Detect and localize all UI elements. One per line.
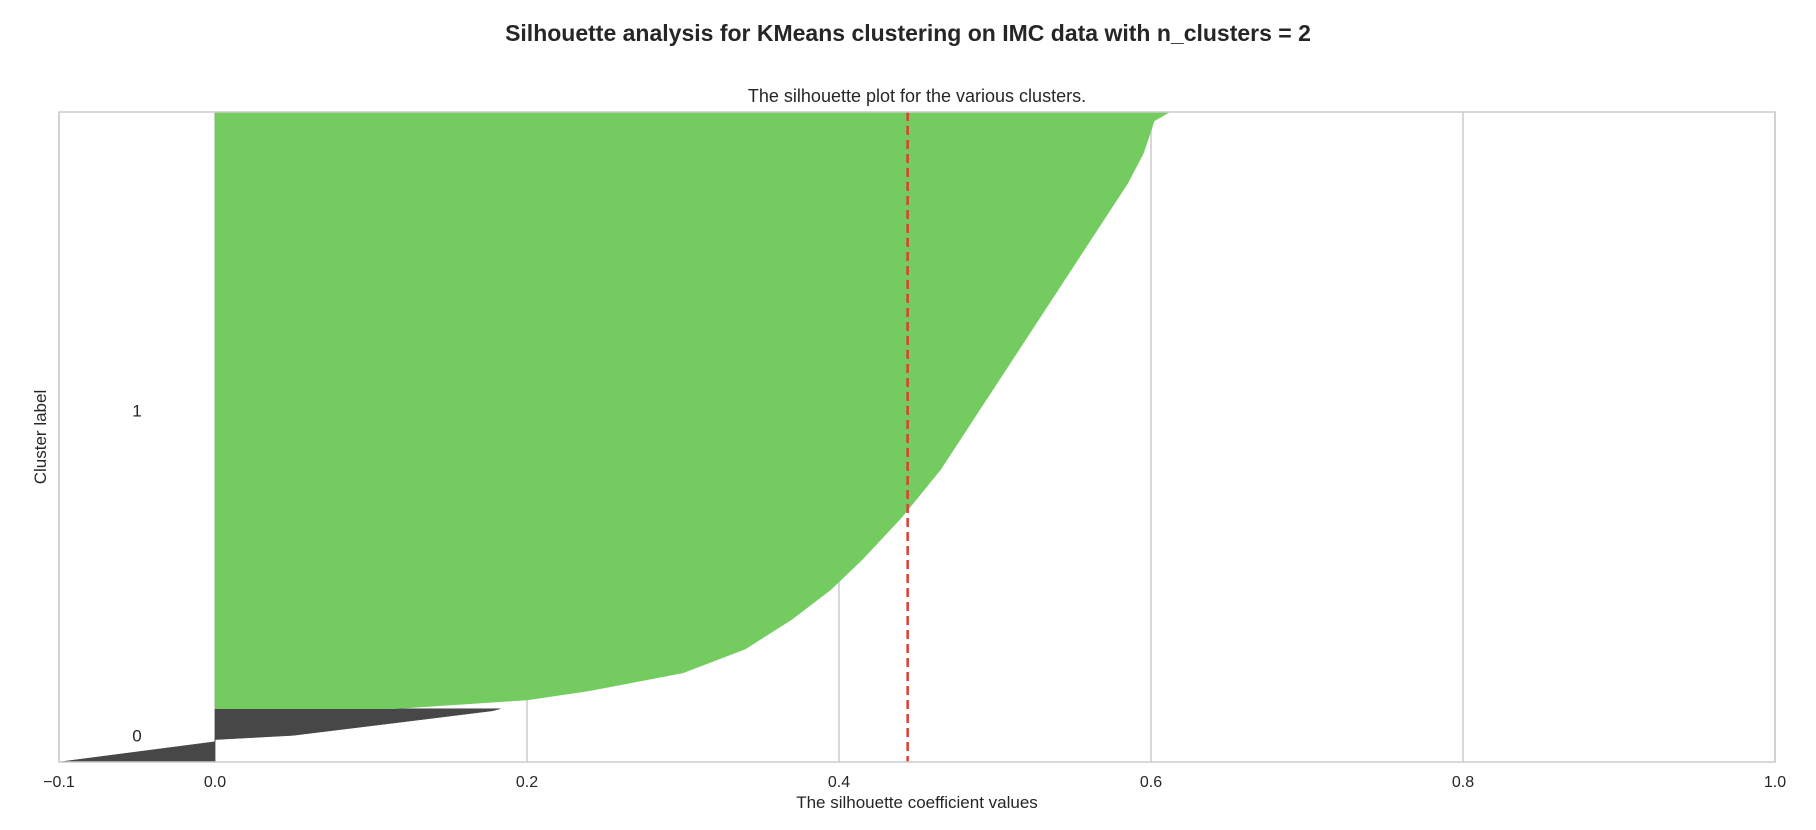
x-tick-label: 0.8 [1452, 774, 1474, 791]
x-tick-label: 0.4 [828, 774, 850, 791]
figure-title: Silhouette analysis for KMeans clusterin… [505, 20, 1311, 46]
cluster-label-1: 1 [132, 401, 141, 420]
cluster-labels: 01 [132, 401, 141, 745]
plot-title: The silhouette plot for the various clus… [748, 86, 1086, 106]
x-tick-labels: −0.1 0.0 0.2 0.4 0.6 0.8 1.0 [43, 774, 1786, 791]
x-tick-label: 0.0 [204, 774, 226, 791]
cluster-1-silhouette [214, 111, 1171, 709]
x-axis-label: The silhouette coefficient values [796, 793, 1038, 812]
cluster-silhouettes [58, 111, 1171, 763]
x-tick-label: 1.0 [1764, 774, 1786, 791]
y-axis-label: Cluster label [31, 390, 50, 485]
cluster-0-silhouette [58, 708, 501, 763]
x-tick-label: −0.1 [43, 774, 75, 791]
cluster-label-0: 0 [132, 726, 141, 745]
x-tick-label: 0.6 [1140, 774, 1162, 791]
x-tick-label: 0.2 [516, 774, 538, 791]
plot-frame [58, 111, 1776, 763]
